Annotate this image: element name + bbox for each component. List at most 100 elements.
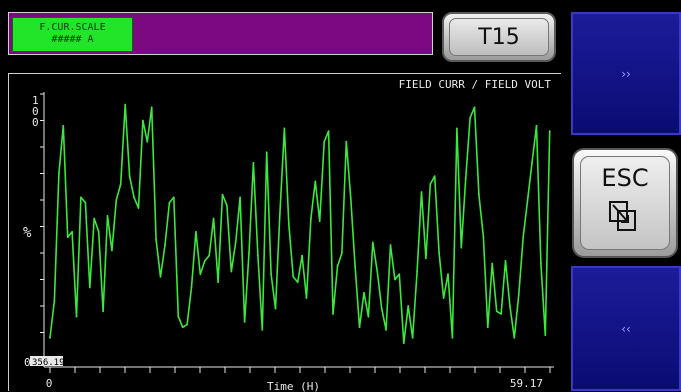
data-point [451,336,454,339]
y-axis-label: % [23,225,32,241]
data-point [111,249,113,252]
data-point [93,217,96,220]
data-point [248,252,250,254]
data-point [75,315,78,318]
data-point [469,116,472,119]
data-point [517,294,520,297]
data-point [279,212,281,215]
data-point [332,313,334,315]
data-point [195,230,197,233]
data-point [164,244,166,246]
scale-box-value: ##### A [51,34,94,45]
screen-t15-button[interactable]: T15 [442,12,556,62]
data-point [234,241,237,244]
window-switch-icon [609,201,636,231]
data-point [97,230,100,233]
data-point [239,196,242,199]
button-bezel [449,18,549,56]
data-point [199,273,202,276]
data-point [385,328,387,331]
data-point [442,297,445,299]
data-point [53,299,56,302]
data-point [71,230,74,233]
esc-button[interactable]: ESC [572,148,678,258]
data-point [535,124,538,127]
data-point [115,199,118,201]
data-point [464,177,467,180]
data-point [345,140,348,143]
data-point [473,106,476,109]
data-point [203,260,206,262]
data-point [522,236,525,239]
data-point [119,183,122,185]
chart-marks [49,103,551,344]
x-axis-label: Time (H) [267,380,320,392]
data-point [433,175,436,178]
scale-box-title: F.CUR.SCALE [39,22,106,33]
data-point [292,275,295,278]
x-tick-label-end: 59.17 [510,377,543,390]
data-point [376,270,379,273]
data-point [168,201,171,204]
data-point [531,162,533,164]
chart-title: FIELD CURR / FIELD VOLT [399,78,552,91]
data-point [340,252,343,254]
data-point [495,310,498,313]
next-page-button[interactable]: ›› [571,12,681,135]
data-point [380,307,383,310]
data-point [429,183,432,185]
data-point [265,151,268,154]
data-point [323,140,326,143]
data-point [500,313,502,315]
data-point [49,336,51,339]
data-point [349,196,352,199]
data-point [447,273,449,276]
data-point [416,270,418,273]
data-point [296,281,299,284]
data-point [301,254,303,257]
data-point [394,278,396,281]
data-point [363,291,365,294]
data-point [230,270,233,273]
data-point [420,191,423,193]
data-point [88,286,91,289]
data-point [270,273,273,276]
data-point [84,201,87,204]
data-point [133,196,135,199]
data-point [371,241,374,244]
data-point [354,265,357,268]
data-point [327,130,330,132]
data-point [106,215,109,217]
data-point [314,180,317,183]
data-point [159,275,162,278]
y-tick-label-zero: 0 [24,356,31,369]
previous-page-button[interactable]: ‹‹ [571,266,681,391]
data-point [221,193,224,196]
data-point [482,236,485,239]
data-point [455,127,458,130]
data-point [128,175,131,178]
next-page-label: ›› [621,66,631,81]
previous-page-label: ‹‹ [621,321,631,336]
data-point [186,323,188,326]
field-current-scale-box[interactable]: F.CUR.SCALE ##### A [12,17,133,52]
cursor-readout-box [30,356,63,366]
data-point [141,119,144,122]
data-point [155,238,158,241]
data-point [252,162,255,164]
data-point [478,193,480,196]
data-point [491,262,494,265]
data-point [150,106,153,109]
data-point [513,336,516,339]
esc-label: ESC [601,164,649,192]
x-tick-label-start: 0 [46,377,53,390]
data-point [146,140,149,143]
data-point [261,328,264,331]
data-point [358,326,361,329]
data-point [287,222,290,225]
data-point [539,262,542,265]
data-point [389,244,392,246]
data-point [243,321,246,323]
data-point [172,196,175,199]
